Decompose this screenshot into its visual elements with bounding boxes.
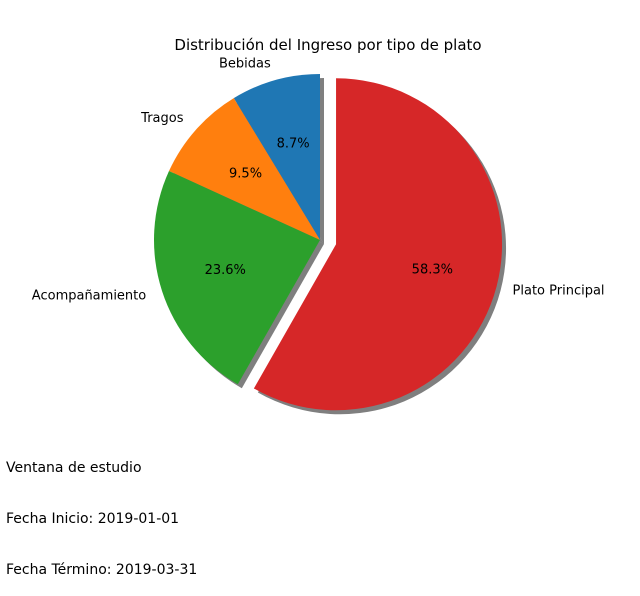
percent-label-plato-principal: 58.3%	[412, 262, 453, 277]
slice-label-acompanamiento: Acompañamiento	[32, 289, 146, 304]
percent-label-tragos: 9.5%	[229, 166, 262, 181]
slice-label-tragos: Tragos	[140, 111, 184, 126]
percent-label-acompanamiento: 23.6%	[205, 263, 246, 278]
study-window-heading: Ventana de estudio	[6, 460, 142, 476]
slice-bebidas	[233, 74, 320, 240]
slice-plato-principal	[253, 78, 503, 411]
slice-tragos	[169, 98, 320, 240]
slices	[153, 74, 503, 411]
percent-label-bebidas: 8.7%	[277, 137, 310, 152]
study-window-note: Ventana de estudio Fecha Inicio: 2019-01…	[6, 426, 197, 596]
pie-chart: Distribución del Ingreso por tipo de pla…	[32, 36, 605, 415]
chart-title: Distribución del Ingreso por tipo de pla…	[174, 36, 481, 54]
labels: Bebidas 8.7% Tragos 9.5% Acompañamiento 23.6%…	[32, 57, 605, 304]
end-date: Fecha Término: 2019-03-31	[6, 562, 198, 578]
slice-label-plato-principal: Plato Principal	[513, 284, 605, 299]
slice-label-bebidas: Bebidas	[219, 57, 271, 72]
start-date: Fecha Inicio: 2019-01-01	[6, 511, 180, 527]
slice-acompanamiento	[153, 171, 320, 385]
